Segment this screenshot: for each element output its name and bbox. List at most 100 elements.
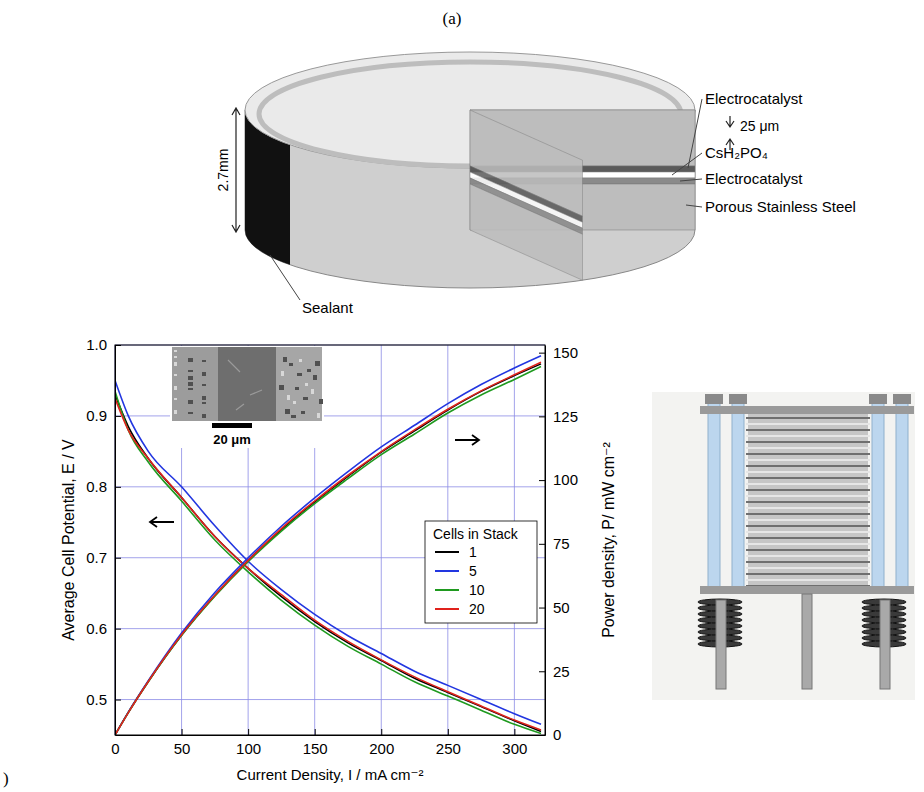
stack-plate <box>746 543 870 545</box>
legend-swatch <box>435 570 459 572</box>
y-axis-line <box>115 346 116 736</box>
sem-texture <box>188 382 193 386</box>
tick-label: 25 <box>553 663 570 680</box>
stack-plate <box>746 423 870 425</box>
tick-mark <box>539 416 545 417</box>
x-axis-tick: 300 <box>502 729 527 757</box>
sem-texture <box>188 412 193 414</box>
stack-plate <box>746 513 870 515</box>
stack-photo <box>652 392 915 700</box>
tick-mark <box>448 729 449 735</box>
tick-label: 250 <box>436 740 461 757</box>
sem-texture <box>307 369 311 372</box>
tick-mark <box>115 558 121 559</box>
y-axis-tick: 0.9 <box>86 407 121 424</box>
tie-rod <box>872 402 884 588</box>
stack-plate <box>746 501 870 503</box>
rod-nut <box>893 394 911 404</box>
x-axis-tick: 200 <box>369 729 394 757</box>
inset-ground <box>170 346 324 448</box>
tick-mark <box>539 544 545 545</box>
thickness-arrows <box>726 116 734 150</box>
tick-mark <box>539 735 545 736</box>
figure: (a))ElectrocatalystCsH₂PO₄Electrocatalys… <box>0 0 924 792</box>
y-axis: 0.50.60.70.80.91.0 <box>86 336 121 735</box>
tick-label: 75 <box>553 535 570 552</box>
stack-plate <box>746 567 870 569</box>
sem-texture <box>319 399 323 404</box>
sem-texture <box>174 410 177 414</box>
tick-mark <box>539 608 545 609</box>
y-axis-tick: 0.7 <box>86 549 121 566</box>
tick-mark <box>381 729 382 735</box>
sem-texture <box>279 385 284 390</box>
panel-label: (a) <box>443 9 462 28</box>
tie-rod <box>708 402 720 588</box>
sem-texture <box>228 360 262 410</box>
legend-box <box>425 521 537 623</box>
sem-texture <box>285 409 290 414</box>
legend-swatch <box>435 608 459 610</box>
stack-plate <box>746 519 870 521</box>
diagram-label: CsH₂PO₄ <box>705 144 768 161</box>
x-axis-tick: 50 <box>174 729 191 757</box>
tie-rod <box>732 402 744 588</box>
stack-plate <box>746 459 870 461</box>
sem-texture <box>174 398 177 400</box>
gas-pipe <box>716 600 726 689</box>
tick-label: 0.9 <box>86 407 107 424</box>
diagram-label: Porous Stainless Steel <box>705 198 856 215</box>
grid-line-x <box>381 345 382 735</box>
tick-label: 0.5 <box>86 691 107 708</box>
power-curve <box>115 364 541 735</box>
sem-texture <box>305 383 308 386</box>
sem-texture <box>289 363 293 366</box>
voltage-curve <box>115 391 541 733</box>
diagram-label: Electrocatalyst <box>705 170 803 187</box>
voltage-curve <box>115 395 541 732</box>
stack-plate <box>746 579 870 581</box>
rod-nut <box>869 394 887 404</box>
tick-mark <box>539 480 545 481</box>
stack-plate <box>746 561 870 563</box>
thickness-label: 25 μm <box>740 118 779 134</box>
axis-hint-arrow <box>150 517 174 527</box>
sem-texture <box>202 396 206 400</box>
grid <box>115 345 545 735</box>
sem-texture <box>188 370 193 372</box>
x-axis-tick: 150 <box>303 729 328 757</box>
tick-mark <box>115 416 121 417</box>
stack-plate <box>746 435 870 437</box>
stack-plate <box>746 507 870 509</box>
y-axis-tick: 0.5 <box>86 691 121 708</box>
stack-plate <box>746 465 870 467</box>
legend-label: 10 <box>469 582 485 598</box>
cell-schematic: ElectrocatalystCsH₂PO₄ElectrocatalystPor… <box>215 52 856 316</box>
sem-texture <box>188 376 193 380</box>
sem-texture <box>202 384 206 386</box>
tick-label: 0 <box>553 726 561 743</box>
sem-texture <box>281 371 284 376</box>
stack-plate <box>746 531 870 533</box>
legend-swatch <box>435 589 459 591</box>
rod-nut <box>729 394 747 404</box>
tick-label: 100 <box>236 740 261 757</box>
sem-texture <box>174 350 177 352</box>
sem-texture <box>295 387 299 390</box>
stack-plate <box>746 417 870 419</box>
voltage-curve <box>115 380 541 724</box>
height-arrow <box>232 108 240 232</box>
sem-texture <box>291 415 296 418</box>
tick-label: 50 <box>553 599 570 616</box>
stack-plate <box>746 447 870 449</box>
sem-electrode <box>276 347 322 421</box>
sem-electrode <box>172 347 218 421</box>
y2-axis: 0255075100125150 <box>539 344 578 743</box>
sem-texture <box>188 400 193 404</box>
stack-plate <box>746 483 870 485</box>
panel-label: ) <box>3 769 9 788</box>
stack-plate <box>746 495 870 497</box>
grid-line-y <box>115 628 545 629</box>
end-plate <box>700 406 914 414</box>
tick-mark <box>182 729 183 735</box>
